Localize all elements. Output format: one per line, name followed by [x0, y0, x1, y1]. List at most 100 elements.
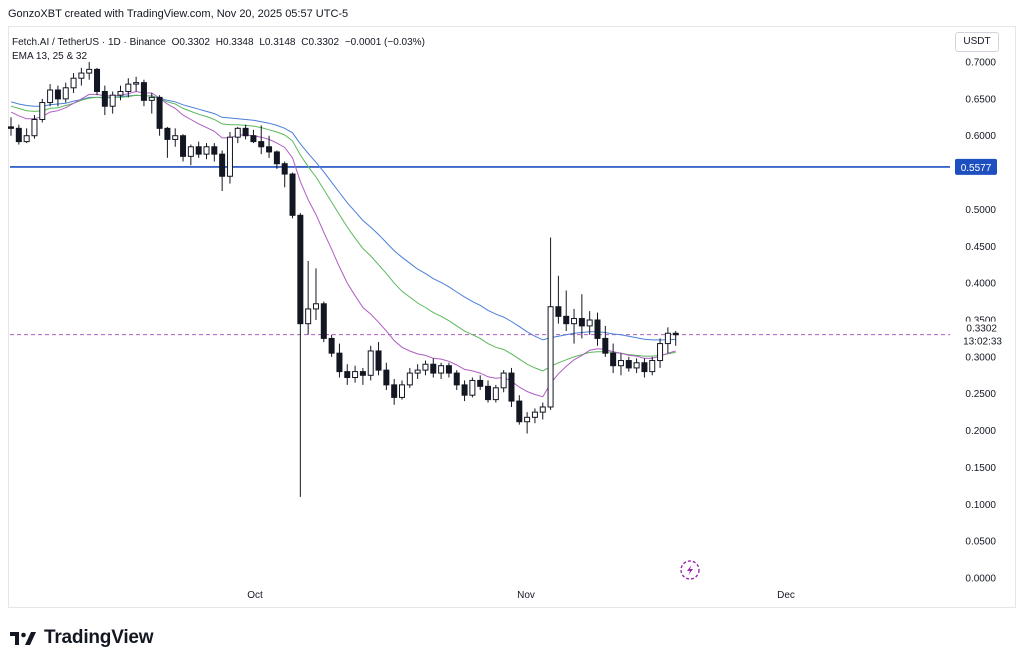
candle [414, 364, 421, 379]
candle [23, 128, 30, 144]
candle [672, 331, 679, 346]
candle [31, 115, 38, 139]
currency-button[interactable]: USDT [955, 32, 999, 52]
candle [226, 132, 233, 184]
candle-body-down [453, 372, 460, 386]
candle-body-down [485, 385, 492, 401]
candle [203, 143, 210, 160]
candle-body-down [15, 127, 22, 143]
candle-body-down [641, 362, 648, 373]
candle [617, 353, 624, 376]
price-tick-label: 0.4500 [965, 242, 996, 253]
candle-body-up [571, 318, 578, 325]
price-tick-label: 0.5000 [965, 205, 996, 216]
candle-body-up [664, 332, 671, 345]
candle-body-up [23, 135, 30, 143]
candle-body-down [594, 319, 601, 339]
candle [406, 367, 413, 388]
candle-body-down [273, 151, 280, 165]
price-chart[interactable]: 0.7000 0.6500 0.6000 0.5000 0.4500 0.4000 0.35… [0, 0, 1024, 612]
price-axis[interactable]: 0.7000 0.6500 0.6000 0.5000 0.4500 0.4000 0.35… [965, 58, 996, 585]
lightning-icon[interactable] [680, 560, 700, 580]
candle-body-up [234, 127, 241, 138]
candle-body-down [445, 365, 452, 374]
current-price-label: 0.3302 [966, 324, 997, 335]
price-tick-label: 0.0500 [965, 537, 996, 548]
candle [625, 356, 632, 372]
ohlc-high: H0.3348 [215, 37, 254, 48]
candle [461, 380, 468, 402]
candle [492, 384, 499, 403]
candle [70, 73, 77, 93]
candle [180, 134, 187, 162]
tradingview-logo[interactable]: TradingView [10, 626, 154, 650]
candle [117, 85, 124, 101]
symbol-info: Fetch.AI / TetherUS · 1D · Binance O0.33… [12, 36, 428, 64]
tradingview-wordmark: TradingView [44, 627, 154, 648]
candle-body-up [187, 146, 194, 157]
candle [320, 301, 327, 343]
candle [633, 358, 640, 374]
candle [195, 141, 202, 158]
candle-body-down [375, 350, 382, 371]
candle-body-up [148, 96, 155, 101]
candle-body-down [289, 173, 296, 216]
candle [422, 360, 429, 376]
chart-frame[interactable] [8, 26, 1016, 608]
candle-body-up [469, 379, 476, 396]
candle-body-down [391, 384, 398, 398]
candle [8, 117, 14, 136]
candle [289, 172, 296, 219]
ohlc-close: C0.3302 [301, 37, 340, 48]
current-price-badge [955, 321, 1001, 350]
candle-body-up [109, 94, 116, 107]
candle-body-up [531, 411, 538, 418]
candle [610, 343, 617, 374]
candle-body-up [47, 89, 54, 104]
candle [297, 213, 304, 497]
candle [62, 82, 69, 103]
price-badges: 0.5577 0.3302 13:02:33 [955, 158, 1002, 350]
candle-body-down [297, 214, 304, 325]
ema-32-line [10, 94, 676, 341]
candle [602, 325, 609, 357]
candle [219, 150, 226, 191]
candle-body-up [547, 306, 554, 408]
price-tick-label: 0.3500 [965, 316, 996, 327]
candle [273, 150, 280, 169]
candle-body-down [625, 360, 632, 369]
time-axis[interactable]: Oct Nov Dec [247, 590, 795, 601]
candle-body-up [586, 319, 593, 327]
price-tick-label: 0.3000 [965, 352, 996, 363]
candle-body-down [258, 141, 265, 148]
candle [211, 143, 218, 162]
candle [312, 268, 319, 320]
ohlc-low: L0.3148 [259, 37, 296, 48]
candle-body-down [320, 303, 327, 339]
candle [359, 367, 366, 385]
candle [571, 308, 578, 344]
indicator-legend[interactable]: EMA 13, 25 & 32 [12, 51, 88, 62]
candle-body-up [367, 350, 374, 376]
candle-body-down [250, 135, 257, 143]
candle [539, 402, 546, 420]
candle [101, 85, 108, 116]
candle-body-down [140, 82, 147, 101]
candle [125, 78, 132, 98]
candle [281, 161, 288, 188]
candle-body-down [211, 146, 218, 155]
candle [594, 312, 601, 346]
candle-body-up [649, 360, 656, 373]
candle [258, 125, 265, 155]
candle-body-up [500, 372, 507, 389]
candle [586, 311, 593, 335]
candle-body-down [610, 352, 617, 367]
candle [94, 67, 101, 96]
candle [172, 128, 179, 147]
level-price-label: 0.5577 [961, 163, 992, 174]
candle-body-up [438, 365, 445, 374]
candle-body-up [70, 77, 77, 89]
bar-countdown-label: 13:02:33 [963, 337, 1002, 348]
price-tick-label: 0.2000 [965, 426, 996, 437]
candle [352, 365, 359, 383]
